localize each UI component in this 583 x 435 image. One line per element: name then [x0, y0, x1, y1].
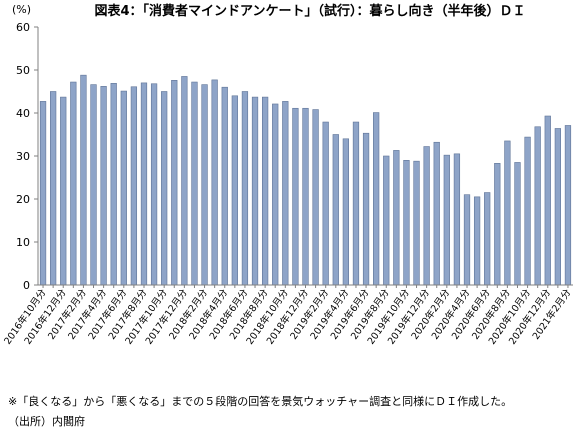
bar	[80, 74, 87, 286]
bar	[221, 86, 228, 286]
bar	[302, 107, 309, 286]
bar	[150, 83, 158, 286]
bar	[554, 128, 561, 286]
bar	[39, 101, 47, 286]
chart-title: 図表4：「消費者マインドアンケート」（試行）：暮らし向き（半年後）ＤＩ	[94, 3, 525, 19]
bar	[453, 153, 461, 286]
y-tick-label: 60	[16, 21, 30, 34]
bar	[60, 96, 67, 286]
bar	[332, 134, 339, 286]
bar	[373, 112, 380, 286]
bar	[292, 107, 299, 286]
y-tick-label: 10	[16, 236, 30, 249]
bar	[130, 86, 138, 286]
bar	[473, 196, 481, 286]
bar	[282, 101, 289, 286]
bar	[211, 79, 218, 286]
bar	[120, 90, 127, 286]
bar	[70, 81, 77, 286]
bar	[251, 96, 259, 286]
bar	[362, 132, 370, 286]
bar	[403, 160, 410, 286]
bar	[514, 162, 521, 286]
source-note: （出所）内閣府	[8, 415, 85, 428]
y-tick-label: 20	[16, 193, 30, 206]
bar	[161, 91, 168, 286]
bar	[100, 86, 107, 286]
bar	[241, 91, 249, 286]
x-axis-tick-labels: 2016年10月分2016年12月分2017年2月分2017年4月分2017年6…	[2, 285, 574, 347]
bar	[433, 141, 440, 286]
bar	[443, 154, 450, 286]
bar	[504, 140, 511, 286]
bar	[383, 155, 390, 286]
bar	[413, 160, 420, 286]
bar	[312, 109, 319, 286]
y-tick-label: 50	[16, 64, 30, 77]
bar	[352, 121, 360, 286]
bar	[272, 103, 279, 286]
bar	[201, 84, 208, 286]
y-tick-label: 30	[16, 150, 30, 163]
bar	[90, 84, 97, 286]
bar	[544, 115, 551, 286]
bar	[564, 125, 572, 286]
bar	[484, 192, 491, 286]
bars	[39, 74, 572, 286]
bar	[534, 126, 541, 286]
y-tick-label: 40	[16, 107, 30, 120]
y-axis-unit: (%)	[12, 3, 31, 16]
bar	[181, 76, 188, 286]
bar	[524, 136, 531, 286]
y-axis-ticks: 0 10 20 30 40 50 60	[16, 21, 38, 292]
bar	[463, 194, 471, 286]
bar	[50, 91, 57, 286]
bar	[110, 83, 117, 286]
bar	[171, 80, 178, 286]
bar	[231, 95, 238, 286]
bar	[191, 81, 198, 286]
chart: 図表4：「消費者マインドアンケート」（試行）：暮らし向き（半年後）ＤＩ (%) …	[2, 3, 574, 347]
bar	[322, 121, 329, 286]
y-tick-label: 0	[23, 279, 30, 292]
bar	[393, 150, 400, 286]
bar	[342, 138, 349, 286]
footnote: ※「良くなる」から「悪くなる」までの５段階の回答を景気ウォッチャー調査と同様にＤ…	[8, 395, 513, 408]
bar	[140, 82, 148, 286]
bar	[423, 146, 430, 286]
bar	[494, 163, 501, 286]
bar	[261, 96, 269, 286]
